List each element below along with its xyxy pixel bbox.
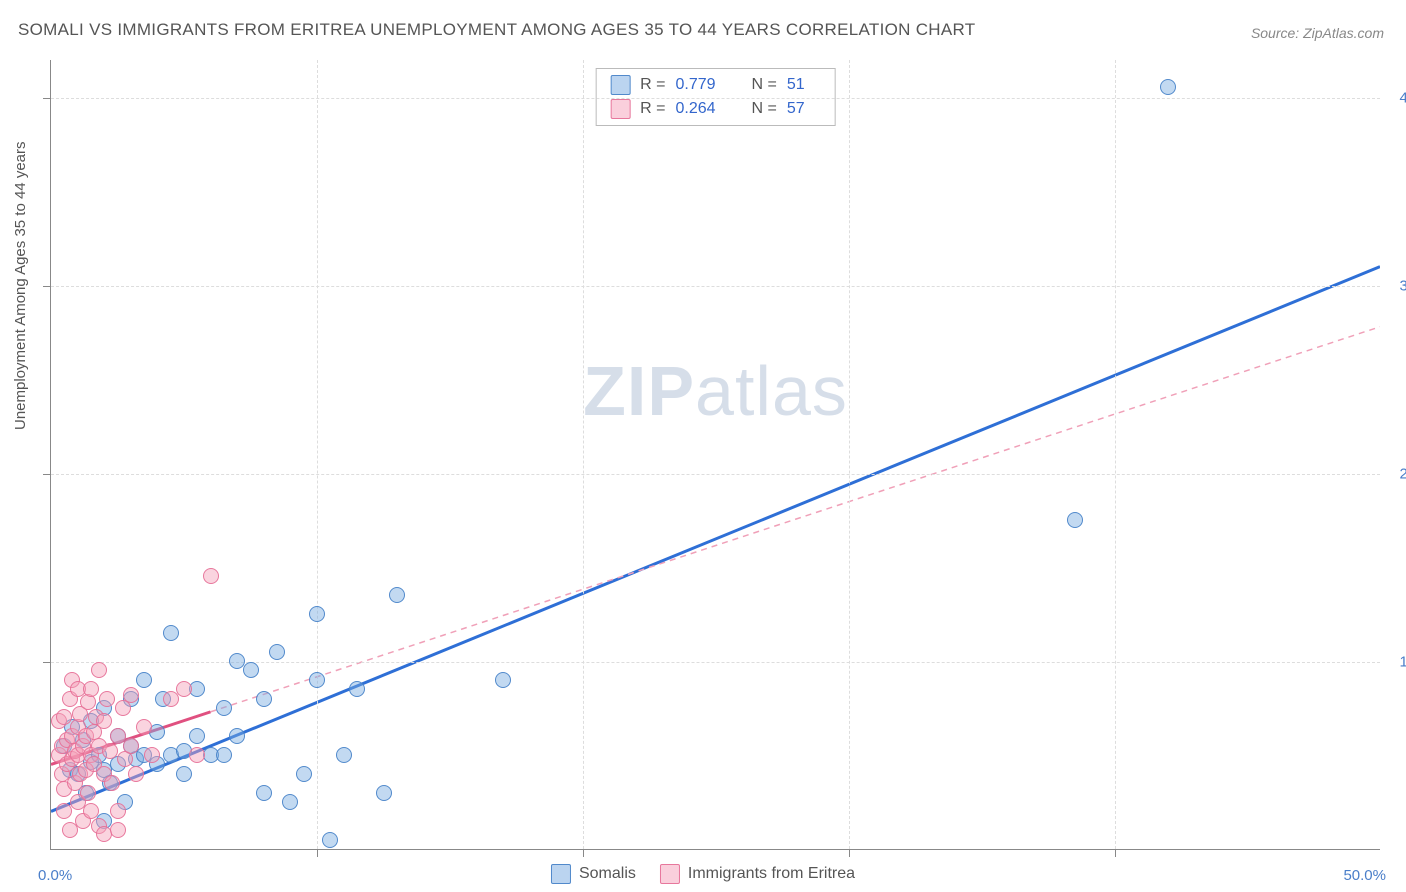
point-eritrea: [123, 738, 139, 754]
legend-item: Somalis: [551, 864, 636, 884]
gridline-horizontal: [51, 474, 1380, 475]
point-somalis: [229, 728, 245, 744]
y-axis-label: Unemployment Among Ages 35 to 44 years: [12, 141, 29, 430]
legend-item: Immigrants from Eritrea: [660, 864, 855, 884]
y-tick-mark: [43, 98, 51, 99]
y-tick-mark: [43, 662, 51, 663]
legend-swatch-blue: [551, 864, 571, 884]
n-label: N =: [752, 100, 777, 118]
y-tick-label: 20.0%: [1399, 465, 1406, 482]
point-somalis: [349, 681, 365, 697]
point-eritrea: [136, 719, 152, 735]
gridline-horizontal: [51, 98, 1380, 99]
watermark: ZIPatlas: [583, 351, 848, 431]
legend-swatch-blue: [610, 75, 630, 95]
y-tick-mark: [43, 474, 51, 475]
point-somalis: [389, 587, 405, 603]
x-tick-mark: [1115, 849, 1116, 857]
point-somalis: [256, 785, 272, 801]
point-somalis: [216, 747, 232, 763]
point-somalis: [256, 691, 272, 707]
trend-line: [51, 267, 1380, 812]
x-tick-mark: [317, 849, 318, 857]
source-attribution: Source: ZipAtlas.com: [1251, 25, 1384, 41]
y-tick-label: 40.0%: [1399, 89, 1406, 106]
x-tick-mark: [849, 849, 850, 857]
trend-line: [210, 327, 1380, 712]
n-value: 57: [787, 100, 821, 118]
point-eritrea: [110, 822, 126, 838]
point-eritrea: [123, 687, 139, 703]
point-somalis: [269, 644, 285, 660]
x-tick-mark: [583, 849, 584, 857]
r-label: R =: [640, 76, 665, 94]
legend-swatch-pink: [660, 864, 680, 884]
r-value: 0.779: [676, 76, 734, 94]
point-somalis: [309, 606, 325, 622]
point-somalis: [336, 747, 352, 763]
gridline-horizontal: [51, 286, 1380, 287]
point-eritrea: [128, 766, 144, 782]
point-eritrea: [91, 662, 107, 678]
chart-title: SOMALI VS IMMIGRANTS FROM ERITREA UNEMPL…: [18, 20, 975, 40]
gridline-vertical: [583, 60, 584, 849]
point-somalis: [1160, 79, 1176, 95]
point-somalis: [176, 766, 192, 782]
point-somalis: [216, 700, 232, 716]
point-eritrea: [83, 681, 99, 697]
trend-lines: [51, 60, 1380, 849]
point-eritrea: [83, 803, 99, 819]
point-eritrea: [189, 747, 205, 763]
x-tick-start: 0.0%: [38, 867, 72, 884]
gridline-vertical: [849, 60, 850, 849]
gridline-vertical: [1115, 60, 1116, 849]
point-eritrea: [176, 681, 192, 697]
point-eritrea: [110, 803, 126, 819]
series-legend: Somalis Immigrants from Eritrea: [551, 864, 855, 884]
scatter-chart: ZIPatlas R = 0.779 N = 51 R = 0.264 N = …: [50, 60, 1380, 850]
point-somalis: [296, 766, 312, 782]
legend-label: Somalis: [579, 865, 636, 883]
point-somalis: [136, 672, 152, 688]
n-label: N =: [752, 76, 777, 94]
x-tick-end: 50.0%: [1343, 867, 1386, 884]
point-eritrea: [104, 775, 120, 791]
y-tick-label: 10.0%: [1399, 653, 1406, 670]
point-eritrea: [80, 785, 96, 801]
point-somalis: [163, 625, 179, 641]
point-somalis: [309, 672, 325, 688]
point-eritrea: [144, 747, 160, 763]
gridline-vertical: [317, 60, 318, 849]
r-label: R =: [640, 100, 665, 118]
legend-swatch-pink: [610, 99, 630, 119]
y-tick-mark: [43, 286, 51, 287]
n-value: 51: [787, 76, 821, 94]
point-eritrea: [96, 713, 112, 729]
legend-row: R = 0.264 N = 57: [596, 97, 835, 121]
point-somalis: [376, 785, 392, 801]
point-somalis: [495, 672, 511, 688]
point-somalis: [282, 794, 298, 810]
point-eritrea: [102, 743, 118, 759]
y-tick-label: 30.0%: [1399, 277, 1406, 294]
point-somalis: [243, 662, 259, 678]
legend-label: Immigrants from Eritrea: [688, 865, 855, 883]
point-eritrea: [203, 568, 219, 584]
point-somalis: [322, 832, 338, 848]
point-somalis: [1067, 512, 1083, 528]
legend-row: R = 0.779 N = 51: [596, 73, 835, 97]
point-eritrea: [99, 691, 115, 707]
r-value: 0.264: [676, 100, 734, 118]
point-somalis: [189, 728, 205, 744]
